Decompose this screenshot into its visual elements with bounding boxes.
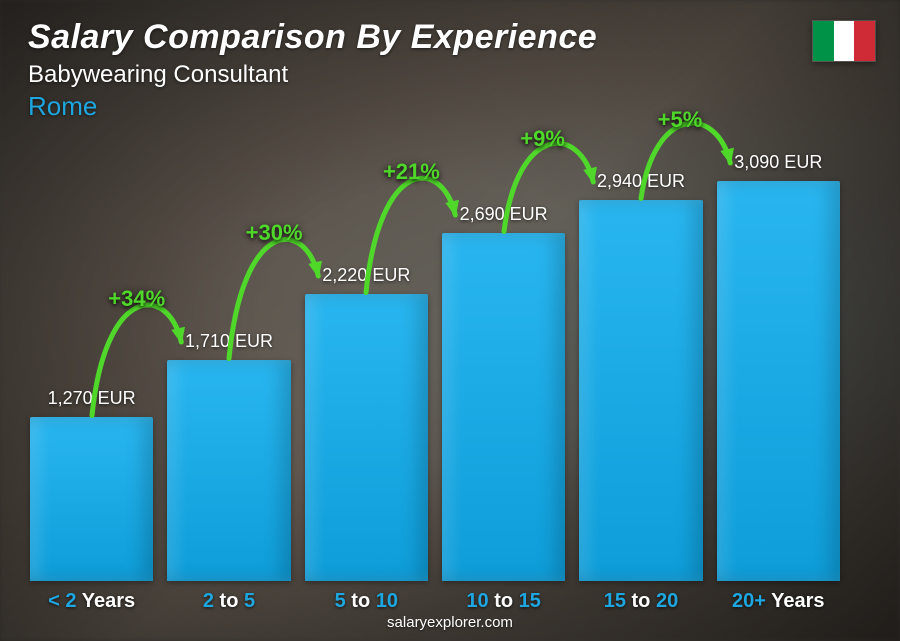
bar-group: 3,090 EUR20+ Years bbox=[717, 152, 840, 581]
pct-change-label: +21% bbox=[383, 159, 440, 185]
pct-change-label: +5% bbox=[658, 107, 703, 133]
pct-change-label: +30% bbox=[246, 220, 303, 246]
bar bbox=[305, 294, 428, 581]
bar bbox=[717, 181, 840, 581]
salary-bar-chart: 1,270 EUR< 2 Years1,710 EUR2 to 52,220 E… bbox=[30, 141, 840, 581]
location-label: Rome bbox=[28, 91, 597, 122]
bar bbox=[30, 417, 153, 581]
bar-value-label: 3,090 EUR bbox=[734, 152, 822, 173]
bar-value-label: 2,940 EUR bbox=[597, 171, 685, 192]
bar-value-label: 1,270 EUR bbox=[48, 388, 136, 409]
bar-group: 1,710 EUR2 to 5 bbox=[167, 331, 290, 581]
bar-group: 2,220 EUR5 to 10 bbox=[305, 265, 428, 581]
bar-value-label: 2,690 EUR bbox=[460, 204, 548, 225]
page-title: Salary Comparison By Experience bbox=[28, 18, 597, 57]
bar-value-label: 2,220 EUR bbox=[322, 265, 410, 286]
bar-category-label: 2 to 5 bbox=[203, 590, 255, 613]
bar-group: 2,940 EUR15 to 20 bbox=[579, 171, 702, 581]
bar bbox=[579, 200, 702, 581]
job-title: Babywearing Consultant bbox=[28, 61, 597, 89]
bar-category-label: 15 to 20 bbox=[604, 590, 679, 613]
bar-group: 1,270 EUR< 2 Years bbox=[30, 388, 153, 581]
bar-category-label: 20+ Years bbox=[732, 590, 825, 613]
bar bbox=[442, 233, 565, 581]
bar bbox=[167, 360, 290, 581]
flag-stripe-white bbox=[834, 21, 855, 61]
pct-change-label: +9% bbox=[520, 126, 565, 152]
header: Salary Comparison By Experience Babywear… bbox=[28, 18, 597, 122]
bar-category-label: 10 to 15 bbox=[466, 590, 541, 613]
flag-stripe-green bbox=[813, 21, 834, 61]
flag-stripe-red bbox=[854, 21, 875, 61]
bar-value-label: 1,710 EUR bbox=[185, 331, 273, 352]
bar-category-label: 5 to 10 bbox=[335, 590, 398, 613]
footer-credit: salaryexplorer.com bbox=[0, 614, 900, 631]
pct-change-label: +34% bbox=[108, 286, 165, 312]
bar-category-label: < 2 Years bbox=[48, 590, 135, 613]
country-flag-italy bbox=[812, 20, 876, 62]
bar-group: 2,690 EUR10 to 15 bbox=[442, 204, 565, 581]
